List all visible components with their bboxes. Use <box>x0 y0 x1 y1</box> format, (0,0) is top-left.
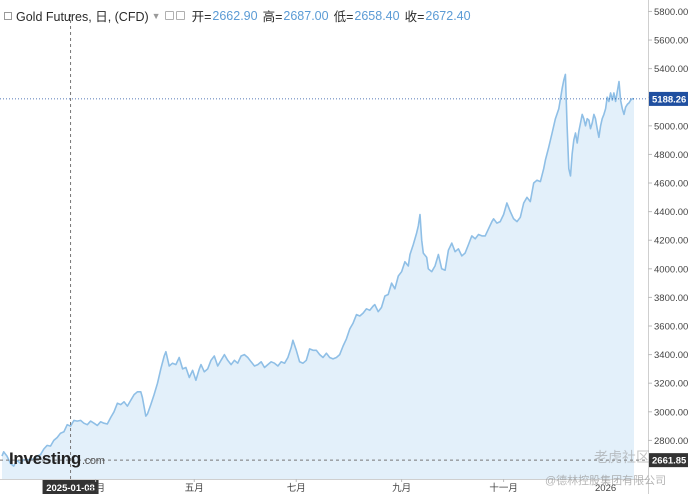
price-area <box>2 74 634 480</box>
close-label: 收= <box>404 10 425 24</box>
crosshair-price-tag <box>649 453 688 468</box>
y-tick-label: 3200.00 <box>654 379 688 390</box>
x-tick-label: 2026 <box>595 483 616 494</box>
open-label: 开= <box>191 10 212 24</box>
crosshair-price-label: 2661.85 <box>652 456 687 467</box>
last-price-label: 5188.26 <box>652 94 686 105</box>
x-tick-label: 九月 <box>392 482 411 494</box>
open-value: 2662.90 <box>212 8 258 23</box>
x-tick-label: 五月 <box>185 483 204 494</box>
area-layer <box>2 74 634 480</box>
watermark-bottom: @德林控股集团有限公司 <box>545 475 667 487</box>
line-layer <box>1 73 635 467</box>
x-tick-label: 十一月 <box>489 482 518 494</box>
y-tick-label: 4000.00 <box>654 264 688 275</box>
instrument-name: Gold Futures, 日, (CFD) <box>16 10 149 24</box>
price-line <box>1 73 635 467</box>
y-tick-label: 3000.00 <box>654 407 688 418</box>
y-tick-label: 4200.00 <box>654 236 688 247</box>
y-tick-label: 4800.00 <box>654 150 688 161</box>
y-tick-label: 5800.00 <box>654 7 688 18</box>
chart-legend: Gold Futures, 日, (CFD) ▼ 开= 2662.90 高= 268… <box>4 6 471 25</box>
watermark-top: 老虎社区 <box>594 449 650 465</box>
x-tick-label: 三月 <box>86 483 105 494</box>
logo-brand: Investing <box>9 449 81 468</box>
last-price-tag <box>649 91 688 106</box>
low-label: 低= <box>333 10 354 24</box>
y-tick-label: 3600.00 <box>654 322 688 333</box>
low-value: 2658.40 <box>354 8 400 23</box>
logo-suffix: .com <box>81 455 105 467</box>
investing-logo: Investing.com <box>9 449 105 469</box>
y-tick-label: 5600.00 <box>654 36 688 47</box>
y-tick-label: 4600.00 <box>654 179 688 190</box>
collapse-square-icon[interactable] <box>4 11 12 20</box>
high-value: 2687.00 <box>283 8 329 23</box>
close-value: 2672.40 <box>425 8 471 23</box>
y-tick-label: 3800.00 <box>654 293 688 304</box>
high-label: 高= <box>262 10 283 24</box>
x-crosshair-tag <box>42 480 99 494</box>
y-tick-label: 4400.00 <box>654 207 688 218</box>
y-tick-label: 5000.00 <box>654 121 688 132</box>
y-tick-label: 5400.00 <box>654 64 688 75</box>
crosshair-layer <box>0 14 648 479</box>
eye-icon[interactable] <box>164 11 174 20</box>
y-tick-label: 2800.00 <box>654 436 688 447</box>
chevron-down-icon[interactable]: ▼ <box>151 10 161 21</box>
settings-icon[interactable] <box>175 11 185 20</box>
x-tick-label: 七月 <box>287 483 306 494</box>
y-tick-label: 3400.00 <box>654 350 688 361</box>
x-tick-label: 2025-01-08 <box>46 483 95 494</box>
